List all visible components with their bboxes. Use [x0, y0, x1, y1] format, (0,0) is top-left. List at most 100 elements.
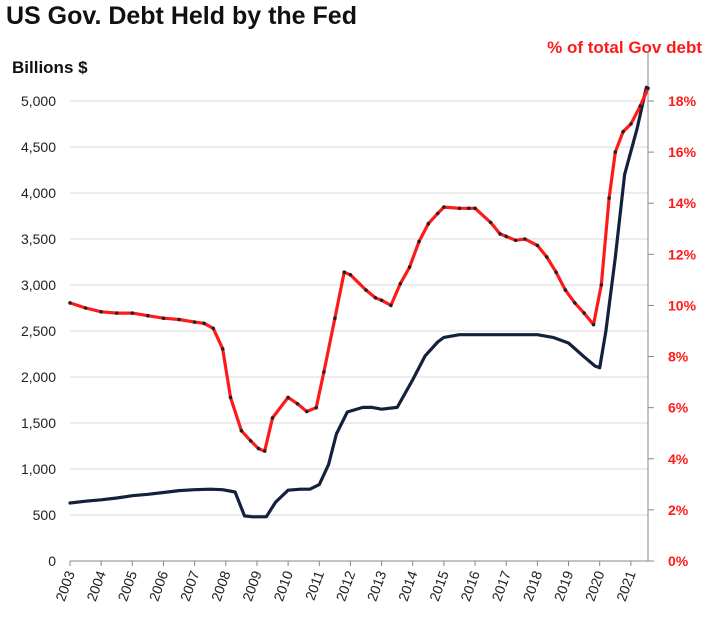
x-tick-label: 2014: [395, 568, 421, 603]
y-tick-label: 500: [33, 507, 57, 523]
y2-tick-label: 6%: [668, 400, 689, 416]
tick-labels: 0 500 1,000 1,500 2,000 2,500 3,000 3,500 4,000 4…: [21, 93, 697, 603]
percent-data-point: [613, 150, 618, 154]
percent-data-point: [442, 205, 446, 209]
x-tick-label: 2021: [613, 568, 639, 603]
percent-data-point: [314, 405, 319, 410]
x-tick-label: 2015: [426, 568, 452, 603]
percent-data-point: [582, 311, 586, 315]
y-axis-left-label: Billions $: [12, 58, 88, 77]
x-tick-label: 2010: [270, 568, 296, 603]
percent-data-point: [621, 129, 625, 134]
percent-data-point: [504, 234, 509, 239]
y-tick-label: 5,000: [21, 93, 56, 109]
percent-data-point: [573, 301, 577, 305]
x-tick-label: 2007: [177, 568, 203, 603]
x-tick-label: 2009: [239, 568, 265, 603]
y2-tick-label: 8%: [668, 349, 689, 365]
x-tick-label: 2003: [52, 568, 78, 603]
percent-data-point: [202, 321, 206, 326]
y2-tick-label: 2%: [668, 502, 689, 518]
percent-data-point: [488, 220, 493, 225]
x-tick-label: 2008: [208, 568, 234, 603]
percent-data-point: [535, 243, 540, 248]
y2-tick-label: 16%: [668, 144, 697, 160]
y2-tick-label: 4%: [668, 451, 689, 467]
percent-data-point: [398, 281, 403, 286]
percent-data-point: [467, 206, 471, 211]
percent-data-point: [379, 298, 384, 303]
x-tick-label: 2013: [364, 568, 390, 603]
axes: [69, 51, 654, 566]
percent-data-point: [177, 317, 181, 322]
percent-data-point: [322, 370, 326, 374]
y-tick-label: 1,000: [21, 461, 56, 477]
percent-data-point: [407, 265, 412, 269]
percent-data-point: [473, 206, 477, 211]
y2-tick-label: 0%: [668, 553, 689, 569]
chart-title: US Gov. Debt Held by the Fed: [6, 2, 357, 30]
percent-data-point: [646, 86, 650, 90]
x-tick-label: 2011: [302, 568, 327, 602]
percent-data-point: [457, 206, 462, 211]
percent-data-point: [228, 395, 233, 400]
percent-data-point: [286, 395, 290, 400]
x-tick-label: 2005: [114, 568, 140, 603]
percent-data-point: [192, 320, 197, 324]
percent-data-point: [130, 311, 135, 315]
y2-tick-label: 10%: [668, 297, 697, 313]
y-axis-right-label: % of total Gov debt: [547, 38, 702, 57]
y-tick-label: 3,000: [21, 277, 56, 293]
x-tick-label: 2006: [146, 568, 172, 603]
y2-tick-label: 14%: [668, 195, 697, 211]
percent-data-point: [498, 232, 502, 236]
percent-data-point: [211, 326, 216, 331]
percent-data-point: [607, 196, 611, 200]
percent-data-point: [629, 122, 633, 126]
percent-data-point: [348, 273, 353, 277]
x-tick-label: 2017: [488, 568, 514, 603]
percent-data-point: [599, 283, 604, 287]
percent-data-point: [554, 270, 558, 275]
percent-data-point: [239, 428, 244, 433]
percent-data-point: [435, 211, 440, 216]
y-tick-label: 2,500: [21, 323, 56, 339]
percent-data-point: [220, 347, 225, 351]
x-tick-label: 2012: [333, 568, 359, 603]
y-tick-label: 4,000: [21, 185, 56, 201]
percent-data-point: [364, 288, 368, 292]
percent-data-point: [342, 270, 347, 275]
percent-data-point: [83, 306, 88, 310]
y-tick-label: 2,000: [21, 369, 56, 385]
percent-data-point: [262, 449, 267, 453]
x-tick-label: 2019: [551, 568, 577, 603]
percent-data-point: [146, 313, 150, 318]
percent-data-point: [114, 311, 119, 315]
gridlines: [70, 100, 648, 516]
y-tick-label: 0: [48, 553, 56, 569]
percent-data-point: [426, 221, 431, 226]
percent-data-point: [523, 237, 527, 241]
x-tick-label: 2004: [83, 568, 109, 603]
x-tick-label: 2020: [582, 568, 608, 603]
percent-data-point: [591, 322, 596, 327]
x-tick-label: 2018: [520, 568, 546, 603]
percent-data-point: [389, 303, 393, 308]
series-lines: [68, 85, 650, 519]
percent-data-point: [99, 310, 103, 314]
x-tick-label: 2016: [457, 568, 483, 603]
percent-data-point: [68, 301, 72, 305]
y-tick-label: 1,500: [21, 415, 56, 431]
percent-data-point: [256, 446, 261, 451]
y-tick-label: 3,500: [21, 231, 56, 247]
percent-data-point: [544, 255, 549, 259]
percent-data-point: [373, 296, 378, 300]
percent-data-point: [270, 416, 275, 420]
percent-data-point: [563, 288, 568, 292]
y-tick-label: 4,500: [21, 139, 56, 155]
percent-data-point: [305, 409, 309, 414]
percent-data-point: [417, 239, 421, 244]
percent-data-point: [513, 238, 518, 243]
billions-series-line: [68, 85, 649, 519]
